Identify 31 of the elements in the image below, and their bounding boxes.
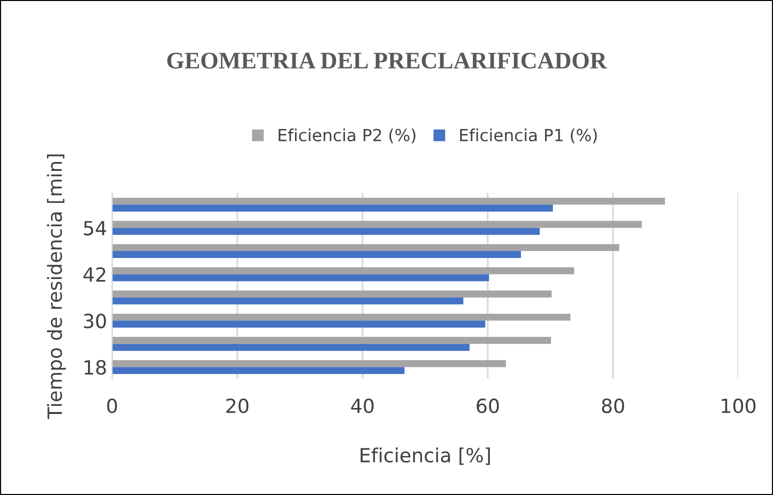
- bar: [112, 267, 574, 274]
- bar: [112, 220, 642, 228]
- x-tick-label: 80: [602, 398, 624, 414]
- x-tick-label: 40: [351, 398, 374, 414]
- bar: [112, 360, 506, 368]
- x-tick-label: 0: [107, 398, 117, 414]
- y-tick-label: 30: [84, 314, 106, 328]
- legend-label: Eficiencia P1 (%): [460, 128, 597, 144]
- bar: [112, 320, 486, 328]
- bar: [112, 204, 553, 212]
- y-tick-label: 18: [84, 360, 106, 375]
- bar: [112, 244, 620, 252]
- y-axis-title: Tiempo de residencia [min]: [46, 154, 66, 420]
- x-tick-label: 100: [722, 398, 756, 414]
- bar: [112, 198, 665, 205]
- x-axis-title: Eficiencia [%]: [360, 447, 490, 465]
- bar: [112, 336, 551, 344]
- chart-title: GEOMETRIA DEL PRECLARIFICADOR: [167, 52, 608, 69]
- bar: [112, 274, 490, 282]
- bar: [112, 228, 540, 235]
- bar: [112, 297, 464, 304]
- bar: [112, 290, 552, 298]
- y-tick-label: 54: [84, 221, 106, 236]
- y-tick-label: 42: [83, 267, 106, 282]
- bar: [112, 314, 570, 321]
- x-tick-label: 60: [476, 398, 499, 414]
- bar: [112, 367, 404, 374]
- legend-label: Eficiencia P2 (%): [278, 128, 416, 144]
- bar: [112, 344, 470, 351]
- x-tick-label: 20: [226, 398, 248, 414]
- bar: [112, 251, 521, 258]
